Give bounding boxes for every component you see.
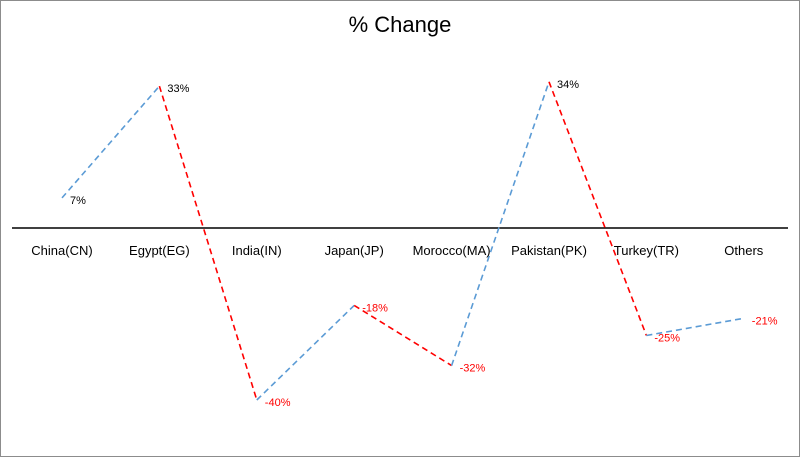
category-label: India(IN) xyxy=(232,243,282,258)
line-segment xyxy=(646,317,744,337)
data-label: -21% xyxy=(752,315,778,327)
data-label: 34% xyxy=(557,79,579,91)
line-segment xyxy=(256,304,355,401)
category-labels: China(CN) Egypt(EG) India(IN) Japan(JP) Moro… xyxy=(31,243,764,258)
data-labels: 7% 33% -40% -18% -32% 34% -25% -21% xyxy=(70,79,778,409)
category-label: Morocco(MA) xyxy=(413,243,491,258)
line-segment xyxy=(548,81,648,336)
category-label: Egypt(EG) xyxy=(129,243,190,258)
category-label: Turkey(TR) xyxy=(614,243,679,258)
category-label: Others xyxy=(724,243,764,258)
line-segment xyxy=(158,85,258,401)
category-label: Pakistan(PK) xyxy=(511,243,587,258)
data-label: -40% xyxy=(265,397,291,409)
data-label: -25% xyxy=(654,333,680,345)
data-label: -18% xyxy=(362,302,388,314)
data-label: 33% xyxy=(167,83,189,95)
category-label: China(CN) xyxy=(31,243,92,258)
segment-layer xyxy=(61,81,744,401)
line-segment xyxy=(450,81,550,366)
data-label: -32% xyxy=(460,363,486,375)
data-label: 7% xyxy=(70,195,86,207)
chart-title: % Change xyxy=(348,12,452,37)
category-label: Japan(JP) xyxy=(325,243,384,258)
line-segment xyxy=(353,304,453,367)
line-segment xyxy=(61,85,161,199)
